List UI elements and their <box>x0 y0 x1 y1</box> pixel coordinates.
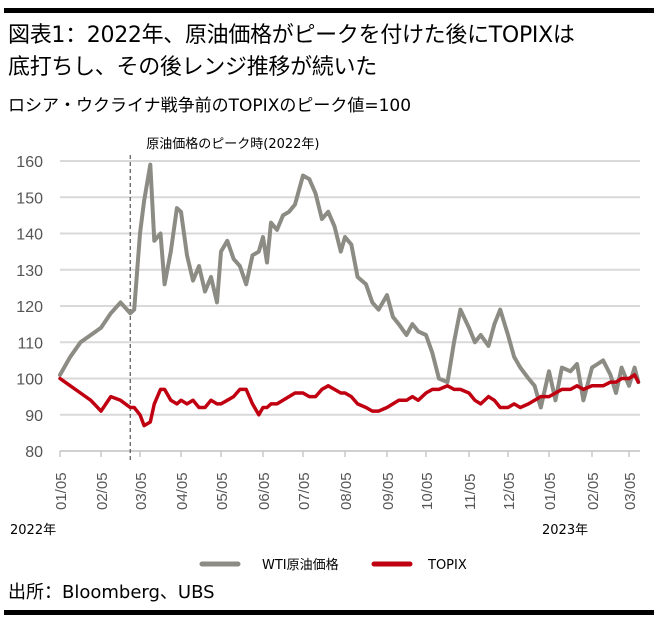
x-tick-label: 02/05 <box>585 472 602 510</box>
y-axis-labels: 80 90 100 110 120 130 140 150 160 <box>16 154 43 461</box>
y-tick-label: 100 <box>16 372 43 389</box>
x-tick-label: 01/05 <box>53 472 70 510</box>
chart-title: 図表1：2022年、原油価格がピークを付けた後にTOPIXは 底打ちし、その後レ… <box>8 20 575 84</box>
x-tick-label: 03/05 <box>622 472 639 510</box>
year-label: 2022年 <box>10 523 56 538</box>
x-tick-label: 09/05 <box>380 472 397 510</box>
source-note: 出所：Bloomberg、UBS <box>8 582 215 603</box>
series-line-wti <box>58 162 641 410</box>
legend-label: TOPIX <box>427 558 467 573</box>
x-tick-label: 10/05 <box>419 472 436 510</box>
year-label: 2023年 <box>542 523 588 538</box>
x-tick-label: 11/05 <box>462 474 479 510</box>
peak-annotation: 原油価格のピーク時(2022年) <box>129 136 319 461</box>
legend: WTI原油価格 TOPIX <box>199 557 467 573</box>
x-tick-label: 05/05 <box>214 472 231 510</box>
bottom-rule <box>4 610 654 615</box>
x-tick-label: 07/05 <box>296 472 313 510</box>
x-tick-label: 08/05 <box>338 472 355 510</box>
x-tick-label: 01/05 <box>542 472 559 510</box>
x-tick-label: 03/05 <box>133 472 150 510</box>
x-tick-label: 12/05 <box>501 472 518 510</box>
y-tick-label: 160 <box>16 154 43 171</box>
chart-subtitle: ロシア・ウクライナ戦争前のTOPIXのピーク値=100 <box>8 96 412 116</box>
y-tick-label: 80 <box>25 444 43 461</box>
y-tick-label: 130 <box>16 263 43 280</box>
title-line-1: 図表1：2022年、原油価格がピークを付けた後にTOPIXは <box>8 23 575 48</box>
y-tick-label: 150 <box>16 190 43 207</box>
legend-label: WTI原油価格 <box>262 557 339 573</box>
y-tick-label: 90 <box>25 408 43 425</box>
series-line-topix <box>58 373 641 428</box>
y-tick-label: 140 <box>16 227 43 244</box>
x-tick-label: 04/05 <box>174 472 191 510</box>
top-rule <box>4 8 654 13</box>
y-tick-label: 120 <box>16 299 43 316</box>
x-axis: 01/05 02/05 03/05 04/05 05/05 06/05 07/05 08/05… <box>10 450 640 538</box>
annotation-label: 原油価格のピーク時(2022年) <box>146 136 319 152</box>
title-line-2: 底打ちし、その後レンジ推移が続いた <box>8 55 377 80</box>
x-tick-label: 06/05 <box>256 472 273 510</box>
x-tick-label: 02/05 <box>94 472 111 510</box>
gridlines <box>60 160 640 416</box>
series-lines <box>58 162 641 428</box>
y-tick-label: 110 <box>17 335 43 352</box>
